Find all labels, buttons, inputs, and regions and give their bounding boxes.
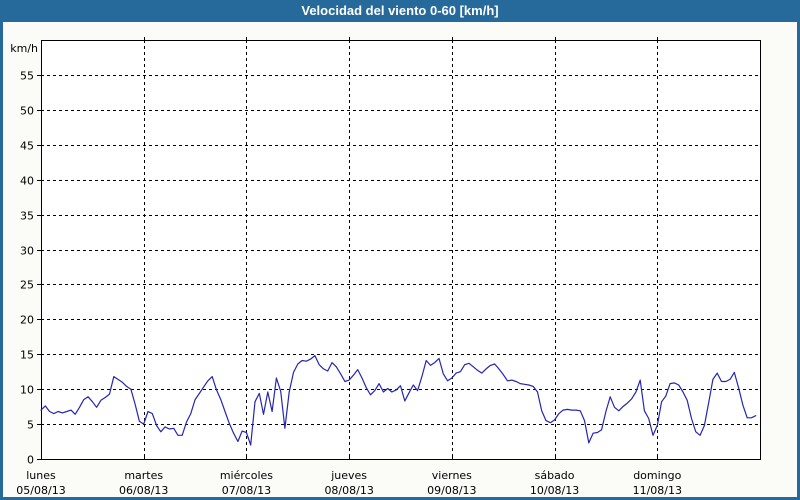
y-tick-label: 55: [20, 70, 34, 83]
y-tick-label: 25: [20, 279, 34, 292]
x-day-name-label: viernes: [432, 469, 472, 482]
y-tick-label: 20: [20, 314, 34, 327]
y-tick-label: 50: [20, 105, 34, 118]
x-day-date-label: 11/08/13: [633, 484, 682, 497]
x-day-name-label: sábado: [535, 469, 575, 482]
x-day-date-label: 07/08/13: [222, 484, 271, 497]
y-tick-label: 30: [20, 245, 34, 258]
chart-title: Velocidad del viento 0-60 [km/h]: [301, 3, 499, 18]
x-day-date-label: 05/08/13: [16, 484, 65, 497]
x-day-date-label: 08/08/13: [324, 484, 373, 497]
x-day-name-label: miércoles: [220, 469, 273, 482]
y-tick-label: 5: [27, 419, 34, 432]
series-line-wind-speed: [40, 355, 757, 446]
y-tick-label: 40: [20, 175, 34, 188]
y-tick-label: 0: [27, 454, 34, 467]
y-tick-label: 15: [20, 349, 34, 362]
x-day-name-label: jueves: [330, 469, 367, 482]
x-day-name-label: lunes: [26, 469, 56, 482]
y-tick-label: 45: [20, 140, 34, 153]
y-axis-unit-label: km/h: [10, 42, 38, 55]
y-tick-label: 35: [20, 210, 34, 223]
x-day-date-label: 09/08/13: [427, 484, 476, 497]
title-bar: Velocidad del viento 0-60 [km/h]: [0, 0, 800, 22]
x-day-name-label: domingo: [633, 469, 681, 482]
x-day-date-label: 10/08/13: [530, 484, 579, 497]
x-day-name-label: martes: [124, 469, 163, 482]
x-day-date-label: 06/08/13: [119, 484, 168, 497]
y-tick-label: 10: [20, 384, 34, 397]
